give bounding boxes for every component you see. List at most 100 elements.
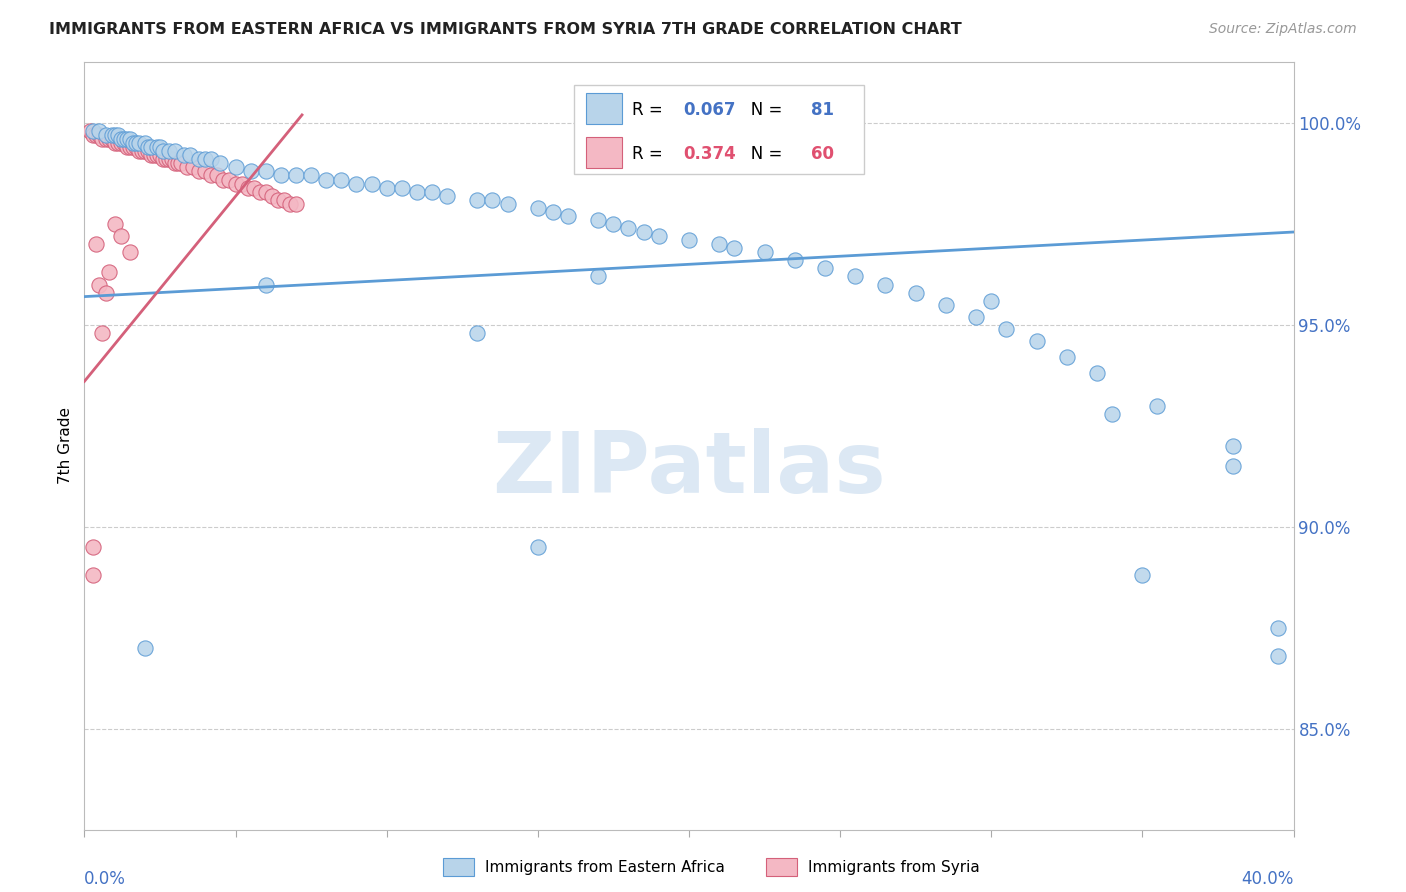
Point [91,326,114,340]
Point [270,169,292,183]
Point [1267,621,1289,635]
Point [146,140,169,154]
Point [360,177,382,191]
Point [209,156,232,170]
Point [86,237,108,252]
Point [128,145,150,159]
Point [115,132,138,146]
Point [104,217,127,231]
Point [467,193,489,207]
Point [194,164,217,178]
Point [125,140,148,154]
Point [588,269,610,284]
Point [239,164,262,178]
Text: N =: N = [735,101,787,120]
Point [212,172,235,186]
Point [236,180,259,194]
Point [709,237,731,252]
Point [146,148,169,162]
Point [1222,459,1244,474]
Point [1146,399,1168,413]
Text: Immigrants from Eastern Africa: Immigrants from Eastern Africa [485,860,725,874]
Point [107,128,129,142]
Point [100,128,122,142]
Text: Immigrants from Syria: Immigrants from Syria [808,860,980,874]
Point [112,132,135,146]
Point [188,153,211,167]
Point [254,164,277,178]
Point [995,322,1018,336]
Point [527,201,550,215]
Point [875,277,897,292]
Point [200,169,222,183]
Point [173,148,195,162]
Point [527,540,550,554]
Text: N =: N = [735,145,787,163]
Point [648,229,671,244]
Point [481,193,503,207]
Point [152,153,174,167]
Point [82,540,104,554]
Point [588,213,610,227]
Point [97,265,120,279]
Point [436,188,458,202]
Text: 0.374: 0.374 [683,145,735,163]
Point [1130,568,1153,582]
Point [904,285,927,300]
Point [844,269,866,284]
Point [134,136,156,151]
Point [104,128,127,142]
Point [254,277,277,292]
Point [107,136,129,151]
Point [139,148,162,162]
Point [89,124,111,138]
Point [225,177,247,191]
Point [134,145,156,159]
Point [118,140,141,154]
Point [149,140,172,154]
Point [110,136,132,151]
Point [285,169,308,183]
Text: R =: R = [633,145,668,163]
Point [496,196,519,211]
Text: Source: ZipAtlas.com: Source: ZipAtlas.com [1209,22,1357,37]
Point [121,140,143,154]
Point [128,136,150,151]
Point [678,233,700,247]
Point [89,128,111,142]
Point [1025,334,1047,348]
Point [254,185,277,199]
Point [131,145,153,159]
Point [82,568,104,582]
Point [935,298,957,312]
Point [260,188,283,202]
Point [207,169,229,183]
Point [104,136,127,151]
Point [94,285,117,300]
Point [118,245,141,260]
Point [242,180,264,194]
Point [79,124,101,138]
Text: 60: 60 [811,145,834,163]
Point [152,145,174,159]
Point [181,161,204,175]
Point [723,241,745,255]
Text: 0.0%: 0.0% [84,870,127,888]
Point [134,640,156,655]
Point [188,164,211,178]
Point [406,185,429,199]
Point [157,145,180,159]
Point [225,161,247,175]
Point [110,132,132,146]
Point [285,196,308,211]
Point [249,185,271,199]
Point [602,217,624,231]
Point [1222,439,1244,453]
Text: IMMIGRANTS FROM EASTERN AFRICA VS IMMIGRANTS FROM SYRIA 7TH GRADE CORRELATION CH: IMMIGRANTS FROM EASTERN AFRICA VS IMMIGR… [49,22,962,37]
Point [194,153,217,167]
Point [267,193,290,207]
Point [1101,407,1123,421]
Text: ZIPatlas: ZIPatlas [492,427,886,510]
Point [118,132,141,146]
Point [97,132,120,146]
